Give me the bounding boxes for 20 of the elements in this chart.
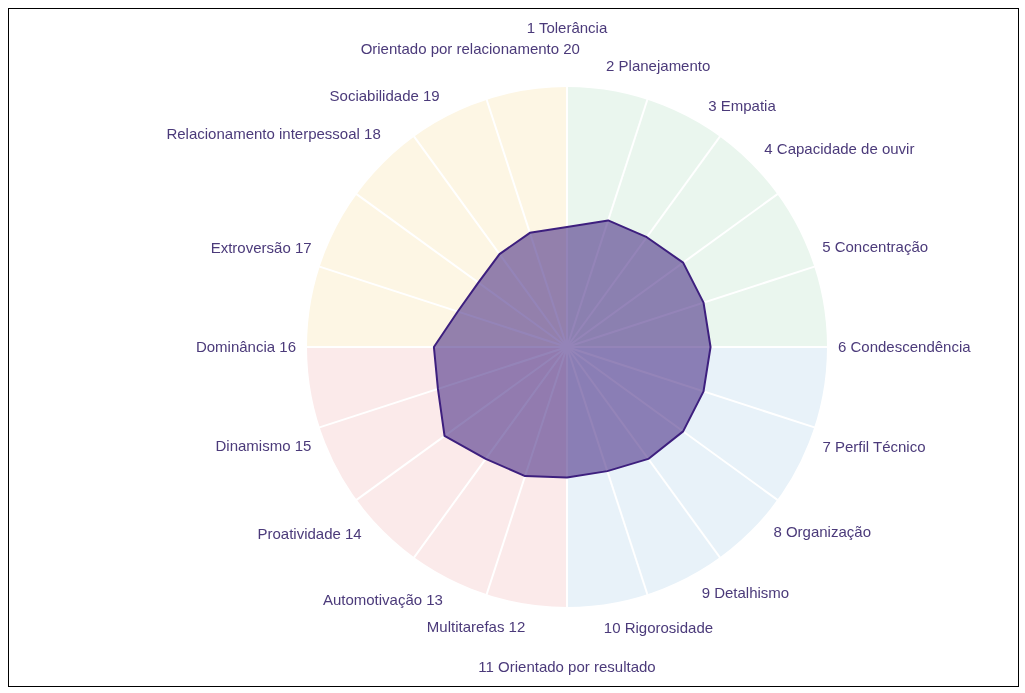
spoke-label: 8 Organização	[773, 523, 871, 541]
spoke-label: Sociabilidade 19	[329, 87, 440, 105]
spoke-label: 5 Concentração	[822, 237, 929, 255]
spoke-label: 1 Tolerância	[526, 18, 608, 36]
spoke-label: 7 Perfil Técnico	[822, 437, 926, 455]
spoke-label: Proatividade 14	[257, 525, 362, 543]
spoke-label: Relacionamento interpessoal 18	[166, 124, 381, 142]
spoke-label: Multitarefas 12	[426, 617, 526, 635]
spoke-label: Dinamismo 15	[215, 436, 312, 454]
spoke-label: Dominância 16	[195, 338, 296, 355]
spoke-label: Orientado por relacionamento 20	[360, 40, 580, 58]
spoke-label: 6 Condescendência	[837, 338, 972, 355]
spoke-label: 4 Capacidade de ouvir	[764, 140, 915, 158]
spoke-label: Automotivação 13	[322, 591, 443, 609]
spoke-label: 11 Orientado por resultado	[478, 657, 656, 675]
spoke-label: 9 Detalhismo	[701, 583, 790, 601]
spoke-label: 2 Planejamento	[606, 57, 711, 75]
spoke-label: 3 Empatia	[708, 97, 777, 115]
spoke-label: 10 Rigorosidade	[603, 619, 714, 637]
spoke-label: Extroversão 17	[210, 238, 312, 256]
